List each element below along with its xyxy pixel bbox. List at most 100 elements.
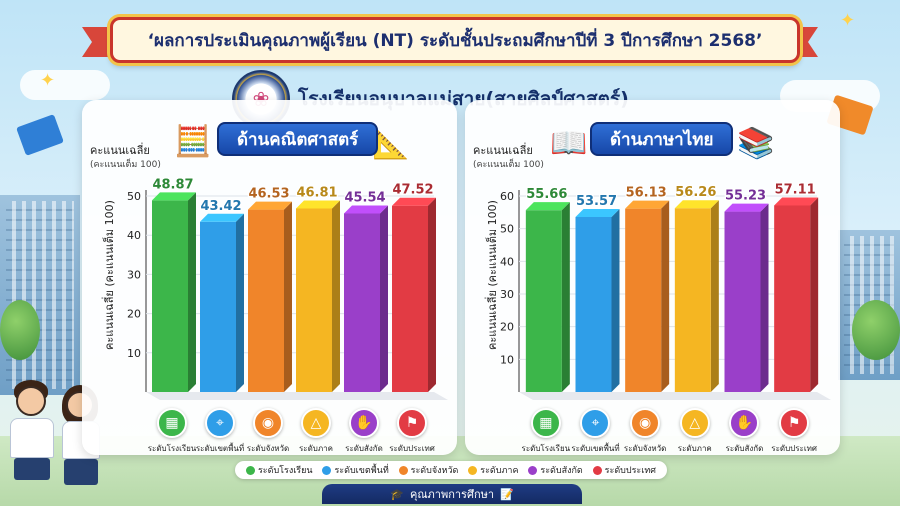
bar-top: [774, 197, 819, 206]
bar-side: [188, 192, 196, 392]
y-axis-title: คะแนนเฉลี่ย (คะแนนเต็ม 100): [90, 144, 161, 171]
legend: ระดับโรงเรียน ระดับเขตพื้นที่ ระดับจังหวัด…: [235, 461, 667, 479]
legend-item: ระดับโรงเรียน: [245, 463, 313, 477]
bar: [525, 210, 562, 392]
category-item: ⚑ ระดับประเทศ: [769, 408, 819, 455]
y-tick-label: 10: [127, 347, 141, 360]
x-tick-label: ระดับจังหวัด: [246, 444, 290, 453]
category-row: ▦ ระดับโรงเรียน ⌖ ระดับเขตพื้นที่ ◉ ระดับจังห…: [521, 408, 819, 455]
title-banner: ‘ผลการประเมินคุณภาพผู้เรียน (NT) ระดับชั…: [110, 17, 800, 63]
tree: [852, 300, 900, 360]
bar-side: [380, 205, 388, 392]
x-tick-label: ระดับสังกัด: [725, 444, 764, 453]
y-tick-label: 10: [500, 353, 514, 366]
data-label: 45.54: [344, 190, 385, 205]
map-icon: ⌖: [205, 408, 235, 438]
map-pin-icon: ⚑: [779, 408, 810, 438]
hand-icon: ✋: [729, 408, 760, 438]
math-chart-panel: 🧮 📐 ด้านคณิตศาสตร์ คะแนนเฉลี่ย (คะแนนเต็…: [82, 100, 457, 455]
bar: [200, 221, 236, 392]
category-item: △ ระดับภาค: [670, 408, 720, 455]
y-tick-label: 60: [500, 190, 514, 203]
student-illustration: [8, 380, 68, 500]
category-item: ◉ ระดับจังหวัด: [620, 408, 670, 455]
calculator-icon: ▦: [530, 408, 561, 438]
x-tick-label: ระดับโรงเรียน: [521, 444, 571, 453]
bar: [296, 208, 332, 392]
data-label: 55.66: [526, 187, 567, 202]
legend-label: ระดับจังหวัด: [410, 466, 459, 476]
bar-top: [248, 201, 292, 210]
chart-title: ด้านคณิตศาสตร์: [217, 122, 379, 156]
calculator-icon: ▦: [157, 408, 187, 438]
bar-top: [344, 205, 388, 214]
thai-chart-panel: 📖 📚 ด้านภาษาไทย คะแนนเฉลี่ย (คะแนนเต็ม 1…: [465, 100, 840, 455]
data-label: 46.81: [296, 186, 337, 201]
bar-side: [428, 197, 436, 392]
sparkle-icon: ✦: [40, 70, 56, 91]
bar-side: [760, 203, 769, 392]
data-label: 43.42: [200, 199, 241, 214]
category-item: ✋ ระดับสังกัด: [340, 408, 388, 455]
legend-item: ระดับสังกัด: [528, 463, 583, 477]
category-item: ⚑ ระดับประเทศ: [388, 408, 436, 455]
bar-side: [810, 197, 819, 392]
legend-label: ระดับเขตพื้นที่: [334, 466, 389, 476]
footer-text: คุณภาพการศึกษา: [409, 488, 495, 501]
category-item: ⌖ ระดับเขตพื้นที่: [571, 408, 621, 455]
y-tick-label: 50: [500, 223, 514, 236]
bar: [674, 208, 711, 392]
legend-label: ระดับโรงเรียน: [257, 466, 313, 476]
data-label: 56.26: [675, 185, 716, 200]
bar-side: [710, 200, 719, 392]
category-item: ◉ ระดับจังหวัด: [244, 408, 292, 455]
legend-swatch: [528, 465, 538, 475]
legend-label: ระดับสังกัด: [540, 466, 583, 476]
open-book-icon: 📖: [550, 126, 588, 161]
building: [0, 195, 80, 395]
thai-bar-chart: 10 20 30 40 50 60 55.66 53.57 56.13 56.26 55.23 57.…: [500, 181, 831, 400]
sparkle-icon: ✦: [840, 10, 856, 31]
bar-top: [296, 200, 340, 209]
legend-swatch: [322, 465, 332, 475]
data-label: 57.11: [775, 182, 816, 197]
chart-title: ด้านภาษาไทย: [590, 122, 734, 156]
legend-swatch: [245, 465, 255, 475]
x-tick-label: ระดับภาค: [299, 444, 333, 453]
map-icon: ⌖: [580, 408, 611, 438]
legend-label: ระดับประเทศ: [604, 466, 656, 476]
y-tick-label: 20: [500, 321, 514, 334]
y-axis-title: คะแนนเฉลี่ย (คะแนนเต็ม 100): [473, 144, 544, 171]
bar: [575, 217, 612, 392]
bar-top: [200, 213, 244, 222]
location-pin-icon: ◉: [253, 408, 283, 438]
legend-item: ระดับจังหวัด: [398, 463, 459, 477]
cloud: [20, 70, 110, 100]
legend-item: ระดับภาค: [468, 463, 518, 477]
math-bar-chart: 10 20 30 40 50 48.87 43.42 46.53 46.81 45.54 47.52: [127, 176, 448, 400]
y-tick-label: 20: [127, 308, 141, 321]
legend-item: ระดับเขตพื้นที่: [322, 463, 389, 477]
bar: [774, 205, 811, 392]
y-tick-label: 40: [500, 255, 514, 268]
bar-side: [611, 209, 620, 392]
book-quill-icon: 📚: [737, 126, 775, 161]
x-tick-label: ระดับจังหวัด: [623, 444, 667, 453]
chart-floor: [146, 392, 448, 400]
ruler-pencil-icon: 📐: [372, 126, 410, 161]
bar-side: [332, 200, 340, 392]
page-title: ‘ผลการประเมินคุณภาพผู้เรียน (NT) ระดับชั…: [147, 30, 763, 51]
category-row: ▦ ระดับโรงเรียน ⌖ ระดับเขตพื้นที่ ◉ ระดับจังห…: [148, 408, 436, 455]
graduation-cap-icon: 🎓: [390, 487, 404, 501]
y-tick-label: 30: [127, 268, 141, 281]
tree: [0, 300, 40, 360]
bar-top: [625, 200, 670, 209]
x-tick-label: ระดับโรงเรียน: [147, 444, 197, 453]
category-item: ⌖ ระดับเขตพื้นที่: [196, 408, 244, 455]
data-label: 46.53: [248, 187, 289, 202]
y-tick-label: 40: [127, 229, 141, 242]
bar-top: [152, 192, 196, 201]
location-pin-icon: ◉: [630, 408, 661, 438]
bar: [392, 205, 428, 392]
bar: [625, 208, 662, 392]
